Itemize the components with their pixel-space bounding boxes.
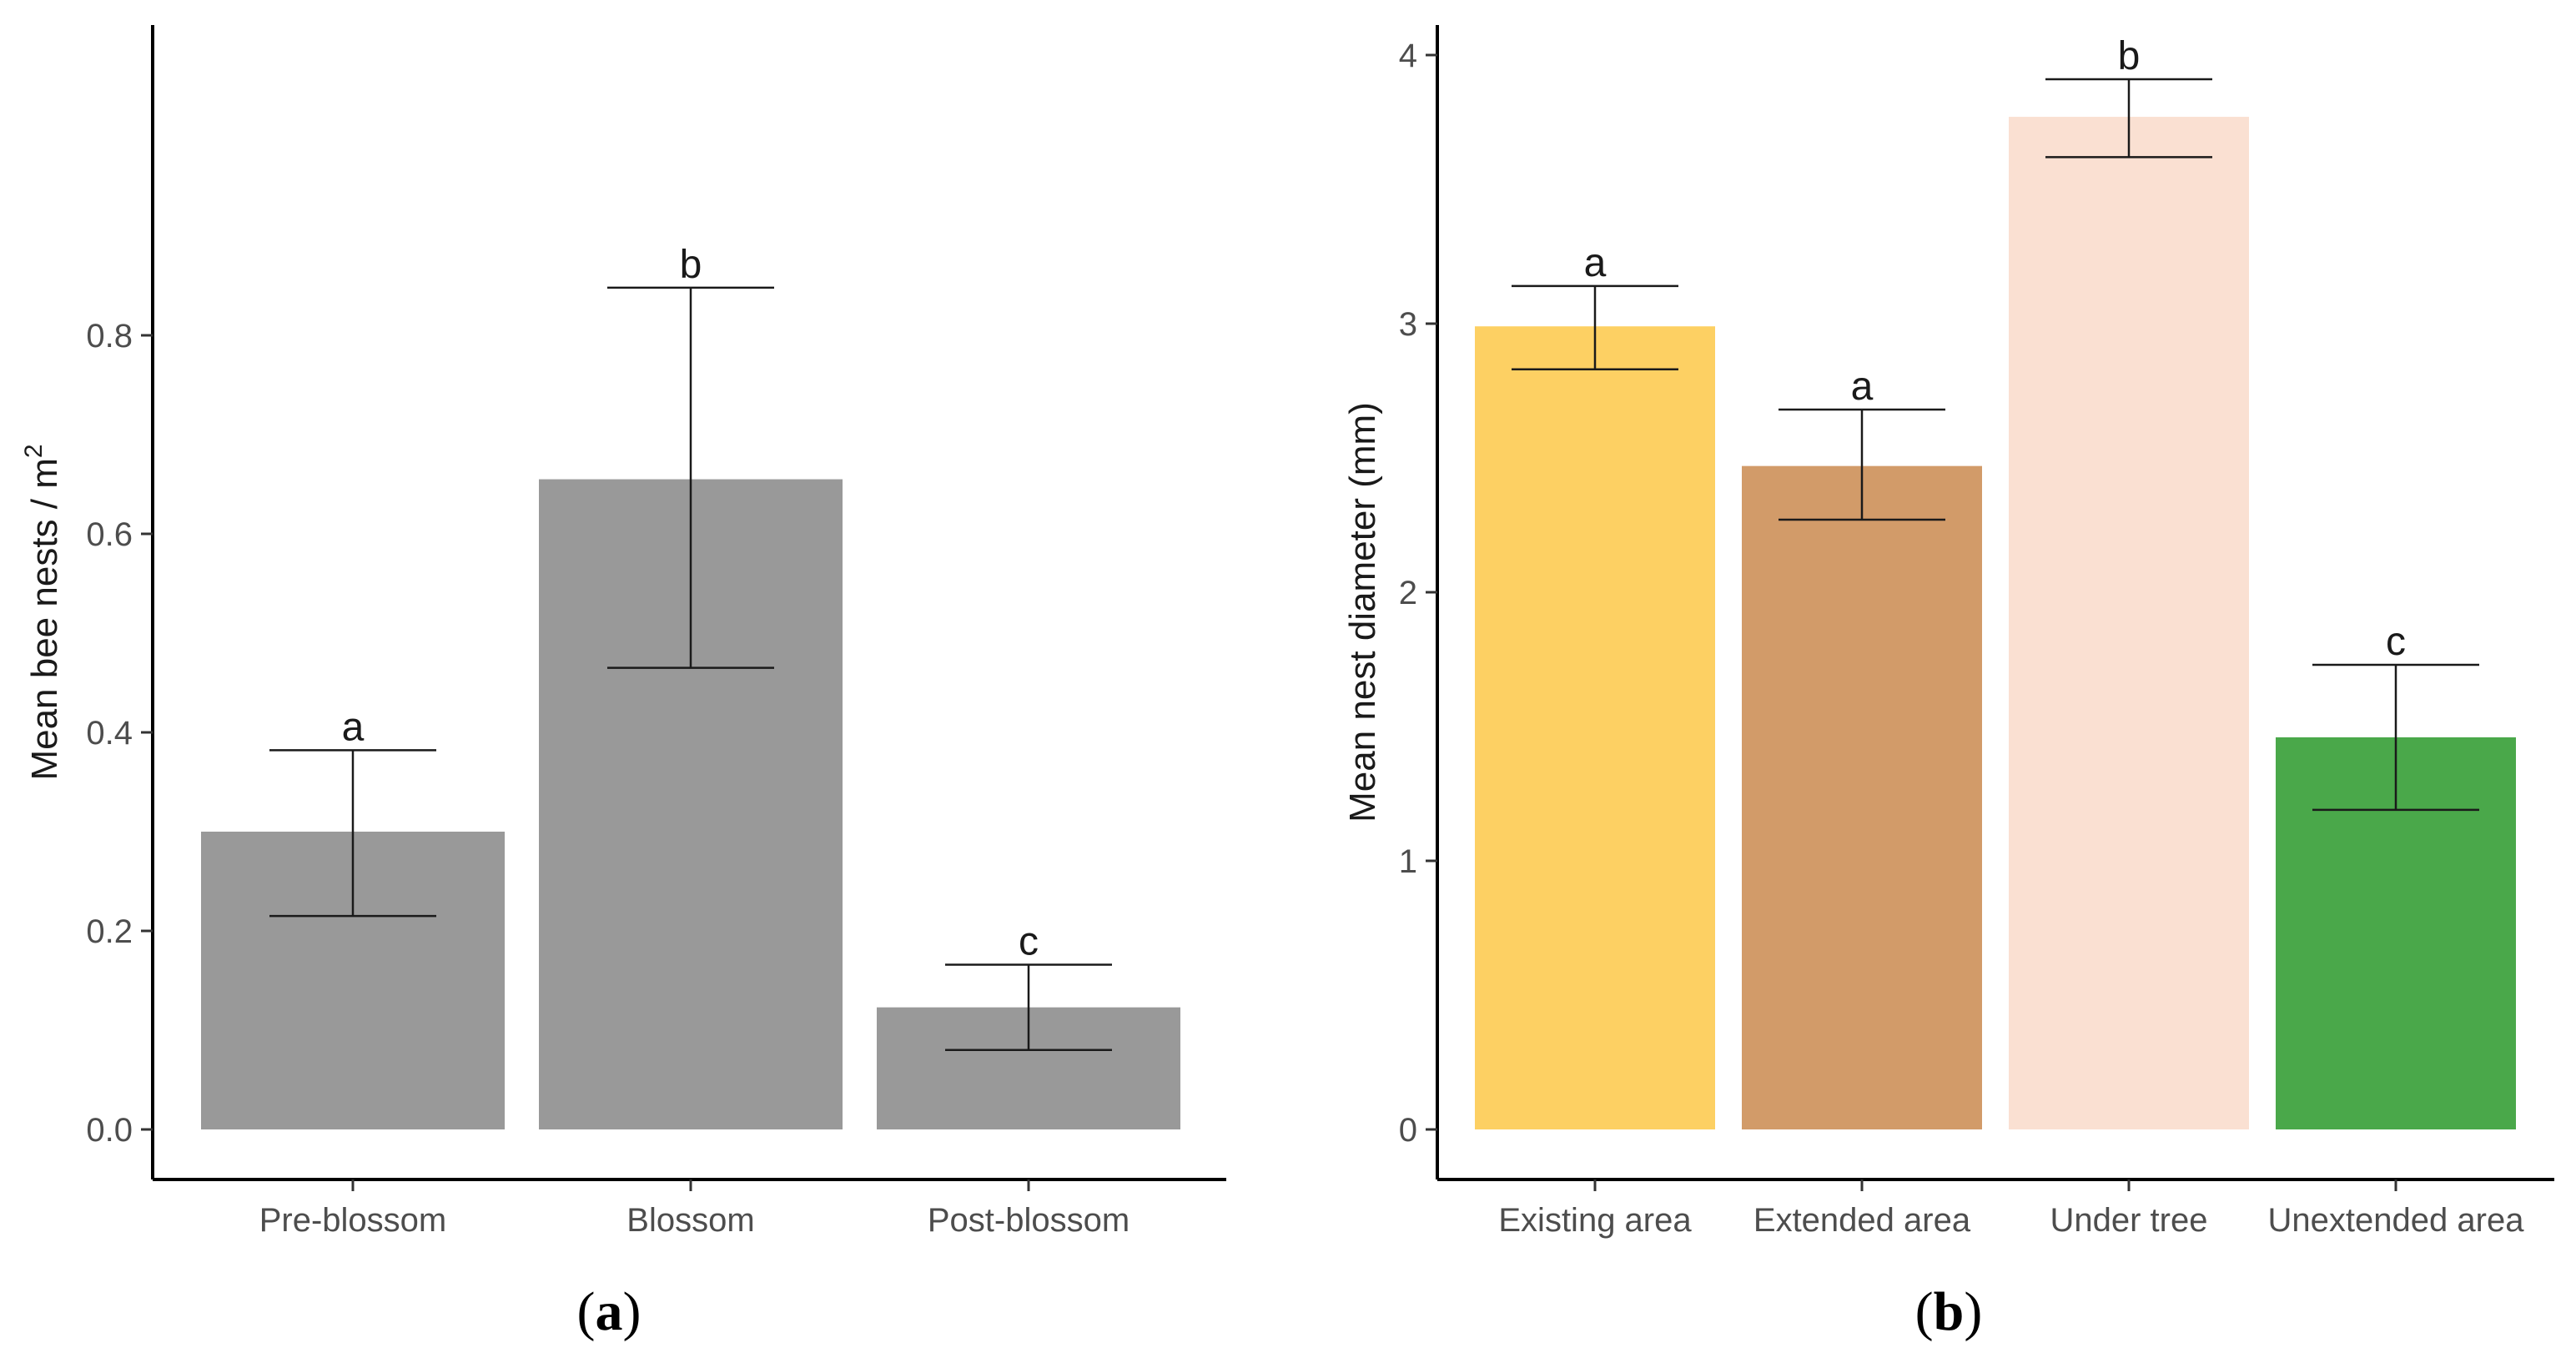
panel-b-y-tick-label: 0 bbox=[1399, 1112, 1417, 1149]
panel-b-x-tick-label: Unextended area bbox=[2268, 1202, 2525, 1239]
panel-a-y-axis: 0.0 0.2 0.4 0.6 0.8 bbox=[86, 25, 154, 1179]
panel-b-x-axis: Existing area Extended area Under tree Unex… bbox=[1437, 1178, 2554, 1239]
panel-b-x-tick-label: Existing area bbox=[1498, 1202, 1692, 1239]
panel-b-y-tick-label: 4 bbox=[1399, 38, 1417, 74]
panel-b-significance-letter: b bbox=[2118, 34, 2141, 78]
panel-a-significance-letter: b bbox=[680, 243, 702, 287]
panel-b-chart: a a b c 0 1 2 3 4 Existing area Extended area Und… bbox=[1342, 25, 2554, 1342]
panel-b-bars bbox=[1475, 117, 2516, 1130]
panel-b-significance-letter: c bbox=[2386, 620, 2406, 664]
panel-a-y-axis-title: Mean bee nests / m2 bbox=[20, 444, 65, 780]
panel-b-significance-letter: a bbox=[1584, 241, 1607, 285]
panel-b-bar bbox=[2009, 117, 2249, 1129]
panel-b-label: (b) bbox=[1915, 1281, 1983, 1342]
panel-b-x-tick-label: Extended area bbox=[1753, 1202, 1971, 1239]
panel-b-y-tick-label: 2 bbox=[1399, 575, 1417, 611]
panel-b-bar bbox=[1742, 465, 1982, 1129]
panel-a-significance-letter: c bbox=[1019, 919, 1039, 963]
panel-a-y-tick-label: 0.4 bbox=[86, 715, 133, 752]
panel-b-y-tick-label: 1 bbox=[1399, 843, 1417, 880]
panel-a-y-tick-label: 0.2 bbox=[86, 913, 133, 950]
panel-a-x-tick-label: Pre-blossom bbox=[259, 1202, 447, 1239]
panel-a-x-axis: Pre-blossom Blossom Post-blossom bbox=[153, 1178, 1226, 1239]
panel-a-significance-letter: a bbox=[342, 705, 365, 749]
panel-b-y-axis-title: Mean nest diameter (mm) bbox=[1342, 402, 1383, 822]
panel-a-x-tick-label: Blossom bbox=[626, 1202, 754, 1239]
panel-b-y-axis: 0 1 2 3 4 bbox=[1399, 25, 1439, 1179]
panel-a-label: (a) bbox=[577, 1281, 641, 1342]
panel-a-y-tick-label: 0.6 bbox=[86, 516, 133, 553]
panel-b-bar bbox=[1475, 326, 1715, 1130]
panel-a-y-tick-label: 0.0 bbox=[86, 1112, 133, 1149]
panel-a-x-tick-label: Post-blossom bbox=[928, 1202, 1130, 1239]
panel-b-y-tick-label: 3 bbox=[1399, 306, 1417, 343]
panel-b-x-tick-label: Under tree bbox=[2050, 1202, 2208, 1239]
panel-b-significance-letters: a a b c bbox=[1584, 34, 2406, 664]
panel-a-y-tick-label: 0.8 bbox=[86, 318, 133, 355]
panel-a-error-bars bbox=[269, 286, 1112, 1052]
panel-b-error-bars bbox=[1512, 78, 2479, 812]
panel-a-significance-letters: a b c bbox=[342, 243, 1039, 964]
panel-a-chart: a b c 0.0 0.2 0.4 0.6 0.8 Pre-blossom Blossom Po… bbox=[20, 25, 1226, 1342]
panel-b-significance-letter: a bbox=[1851, 365, 1874, 409]
